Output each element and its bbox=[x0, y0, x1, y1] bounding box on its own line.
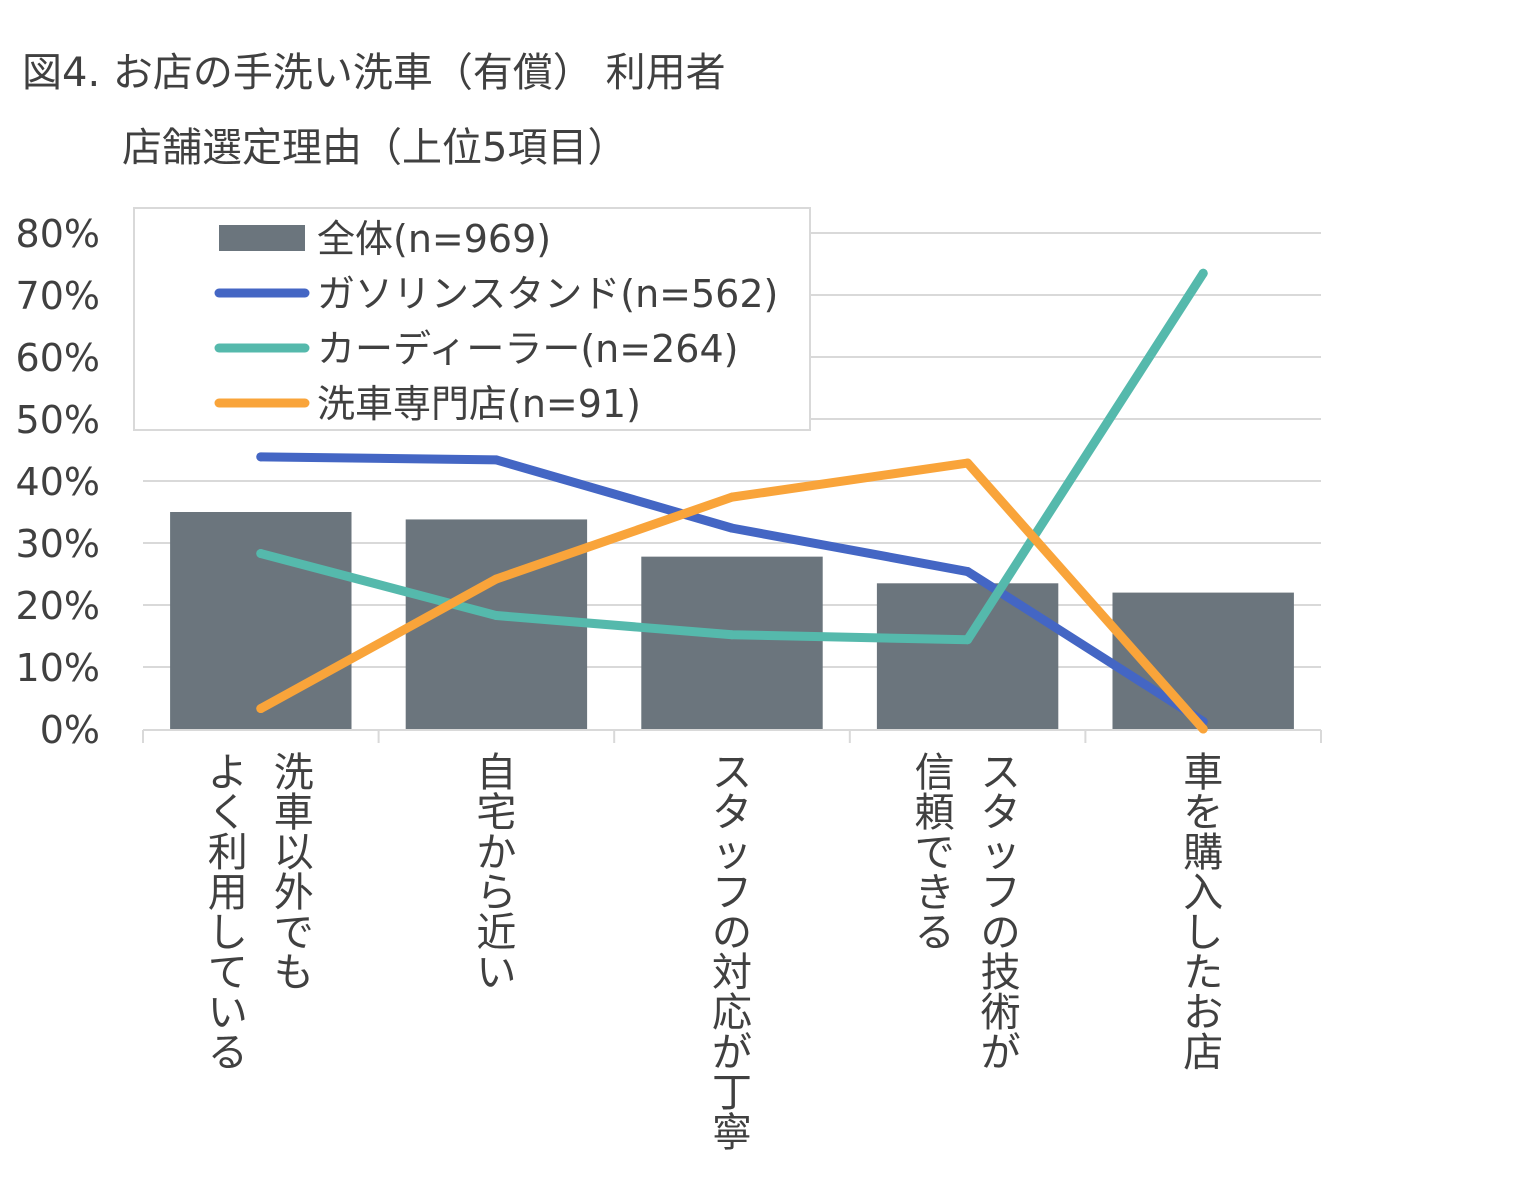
bar-0-3 bbox=[876, 583, 1059, 729]
y-tick-label: 40% bbox=[16, 460, 100, 504]
series-point-2-0 bbox=[256, 549, 266, 559]
chart-subtitle: 店舗選定理由（上位5項目） bbox=[122, 125, 628, 171]
x-tick-label: よく利用している bbox=[208, 750, 248, 1076]
series-point-1-1 bbox=[491, 455, 501, 465]
series-point-3-2 bbox=[727, 492, 737, 502]
x-tick-label: 車を購入したお店 bbox=[1183, 750, 1223, 1076]
series-point-2-3 bbox=[963, 635, 973, 645]
y-tick-label: 30% bbox=[16, 522, 100, 566]
legend-swatch-0 bbox=[219, 225, 305, 251]
series-point-3-1 bbox=[491, 574, 501, 584]
bar-0-0 bbox=[170, 512, 352, 729]
x-tick-label: 洗車以外でも bbox=[274, 750, 314, 996]
series-point-3-3 bbox=[963, 458, 973, 468]
series-point-1-0 bbox=[256, 452, 266, 462]
legend-label-1: ガソリンスタンド(n=562) bbox=[317, 272, 778, 316]
x-tick-label: 自宅から近い bbox=[476, 750, 516, 996]
series-point-2-2 bbox=[727, 630, 737, 640]
series-point-3-4 bbox=[1198, 724, 1208, 734]
series-point-2-4 bbox=[1198, 268, 1208, 278]
series-point-2-1 bbox=[491, 611, 501, 621]
series-point-1-2 bbox=[727, 523, 737, 533]
y-tick-label: 0% bbox=[40, 708, 100, 752]
legend-label-2: カーディーラー(n=264) bbox=[317, 327, 738, 371]
y-tick-label: 80% bbox=[16, 212, 100, 256]
chart-title: 図4. お店の手洗い洗車（有償） 利用者 bbox=[22, 50, 726, 96]
y-tick-label: 60% bbox=[16, 336, 100, 380]
x-tick-label: スタッフの対応が丁寧 bbox=[712, 750, 752, 1156]
y-tick-label: 50% bbox=[16, 398, 100, 442]
series-point-3-0 bbox=[256, 704, 266, 714]
y-tick-label: 20% bbox=[16, 584, 100, 628]
legend-label-0: 全体(n=969) bbox=[317, 217, 551, 261]
legend-label-3: 洗車専門店(n=91) bbox=[317, 382, 641, 426]
y-tick-label: 10% bbox=[16, 646, 100, 690]
y-tick-label: 70% bbox=[16, 274, 100, 318]
series-point-1-3 bbox=[963, 567, 973, 577]
x-tick-label: スタッフの技術が bbox=[981, 750, 1021, 1076]
x-tick-label: 信頼できる bbox=[915, 750, 955, 956]
bar-0-2 bbox=[641, 556, 823, 729]
